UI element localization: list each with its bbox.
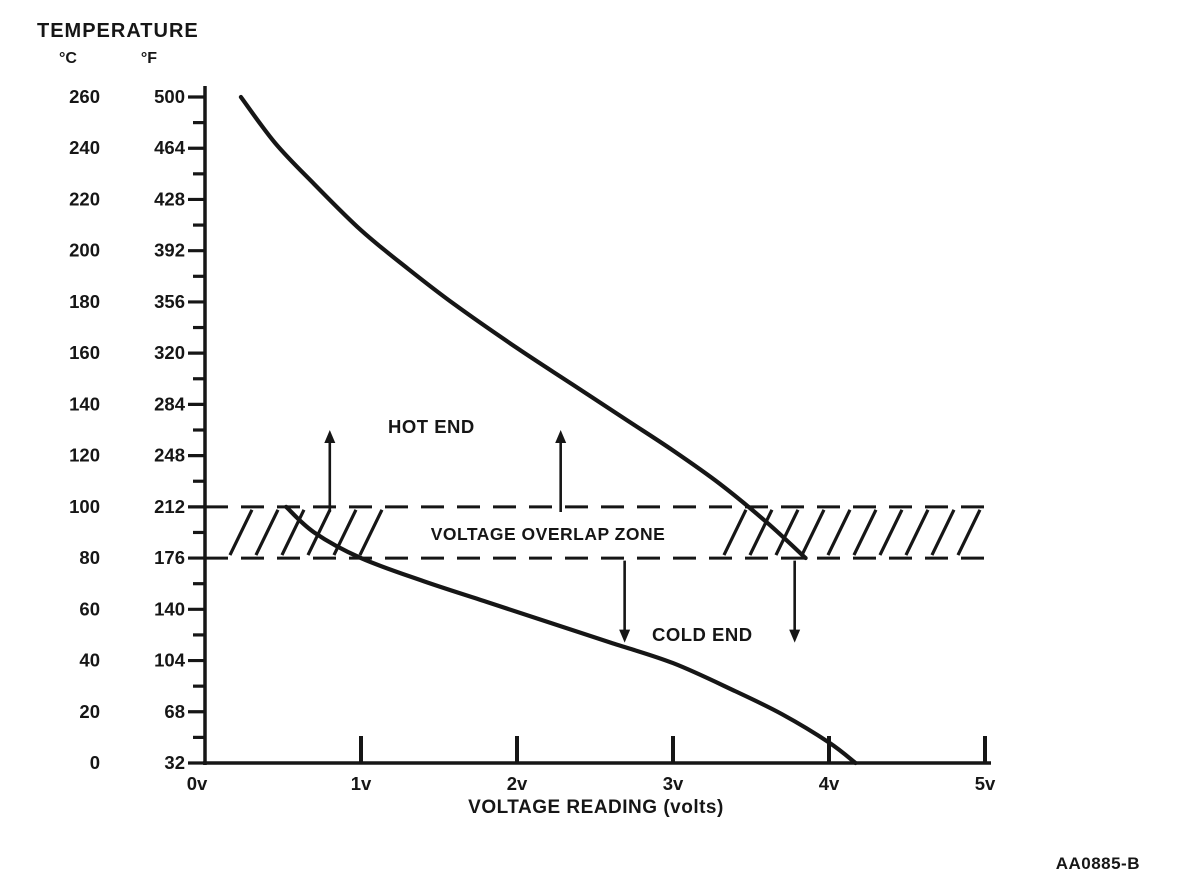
overlap-zone-hatch	[254, 509, 280, 556]
overlap-zone-hatch	[722, 509, 748, 556]
y-tick-label-fahrenheit: 500	[154, 86, 185, 107]
y-tick-label-fahrenheit: 140	[154, 598, 185, 619]
curve-cold-end	[284, 504, 858, 766]
arrow-head-up	[555, 430, 567, 443]
y-tick-label-fahrenheit: 392	[154, 240, 185, 261]
y-tick-label-celsius: 20	[79, 701, 100, 722]
y-tick-label-celsius: 220	[69, 188, 100, 209]
y-tick-label-fahrenheit: 248	[154, 445, 185, 466]
x-tick-label: 2v	[507, 773, 528, 794]
y-tick-label-celsius: 40	[79, 650, 100, 671]
y-tick-label-fahrenheit: 356	[154, 291, 185, 312]
overlap-zone-hatch	[904, 509, 930, 556]
x-tick-label: 3v	[663, 773, 684, 794]
y-axis-title: TEMPERATURE	[37, 20, 199, 42]
y-tick-label-fahrenheit: 68	[164, 701, 185, 722]
overlap-zone-label: VOLTAGE OVERLAP ZONE	[431, 524, 666, 544]
y-tick-label-fahrenheit: 212	[154, 496, 185, 517]
y-tick-label-fahrenheit: 464	[154, 137, 186, 158]
y-tick-label-celsius: 0	[90, 752, 100, 773]
y-tick-label-celsius: 180	[69, 291, 100, 312]
overlap-zone-hatch	[878, 509, 904, 556]
x-tick-label: 4v	[819, 773, 840, 794]
series-label-hot-end: HOT END	[388, 416, 475, 437]
y-tick-label-celsius: 80	[79, 547, 100, 568]
x-tick-label: 5v	[975, 773, 996, 794]
overlap-zone-hatch	[852, 509, 878, 556]
overlap-zone-hatch	[280, 509, 306, 556]
x-tick-label: 0v	[187, 773, 208, 794]
overlap-zone-hatch	[930, 509, 956, 556]
overlap-zone-hatch	[358, 509, 384, 556]
x-axis-title: VOLTAGE READING (volts)	[468, 797, 724, 818]
arrow-head-up	[324, 430, 336, 443]
y-tick-label-fahrenheit: 284	[154, 393, 186, 414]
overlap-zone-hatch	[774, 509, 800, 556]
arrow-head-down	[619, 629, 631, 643]
overlap-zone-hatch	[956, 509, 982, 556]
overlap-zone-hatch	[826, 509, 852, 556]
figure-number: AA0885-B	[1056, 854, 1140, 873]
y-axis-unit-fahrenheit: °F	[141, 50, 157, 67]
x-tick-label: 1v	[351, 773, 372, 794]
y-tick-label-celsius: 200	[69, 240, 100, 261]
overlap-zone-hatch	[306, 509, 332, 556]
y-tick-label-celsius: 240	[69, 137, 100, 158]
overlap-zone-hatch	[228, 509, 254, 556]
y-tick-label-celsius: 160	[69, 342, 100, 363]
y-tick-label-celsius: 260	[69, 86, 100, 107]
y-tick-label-celsius: 120	[69, 445, 100, 466]
curve-hot-end	[238, 94, 808, 561]
y-tick-label-fahrenheit: 320	[154, 342, 185, 363]
y-tick-label-fahrenheit: 104	[154, 650, 186, 671]
y-tick-label-fahrenheit: 32	[164, 752, 185, 773]
y-tick-label-fahrenheit: 428	[154, 188, 185, 209]
y-tick-label-celsius: 100	[69, 496, 100, 517]
overlap-zone-hatch	[748, 509, 774, 556]
arrow-head-down	[789, 629, 801, 643]
overlap-zone-hatch	[800, 509, 826, 556]
y-axis-unit-celsius: °C	[59, 50, 77, 67]
y-tick-label-fahrenheit: 176	[154, 547, 185, 568]
series-label-cold-end: COLD END	[652, 624, 753, 645]
y-tick-label-celsius: 60	[79, 598, 100, 619]
y-tick-label-celsius: 140	[69, 393, 100, 414]
